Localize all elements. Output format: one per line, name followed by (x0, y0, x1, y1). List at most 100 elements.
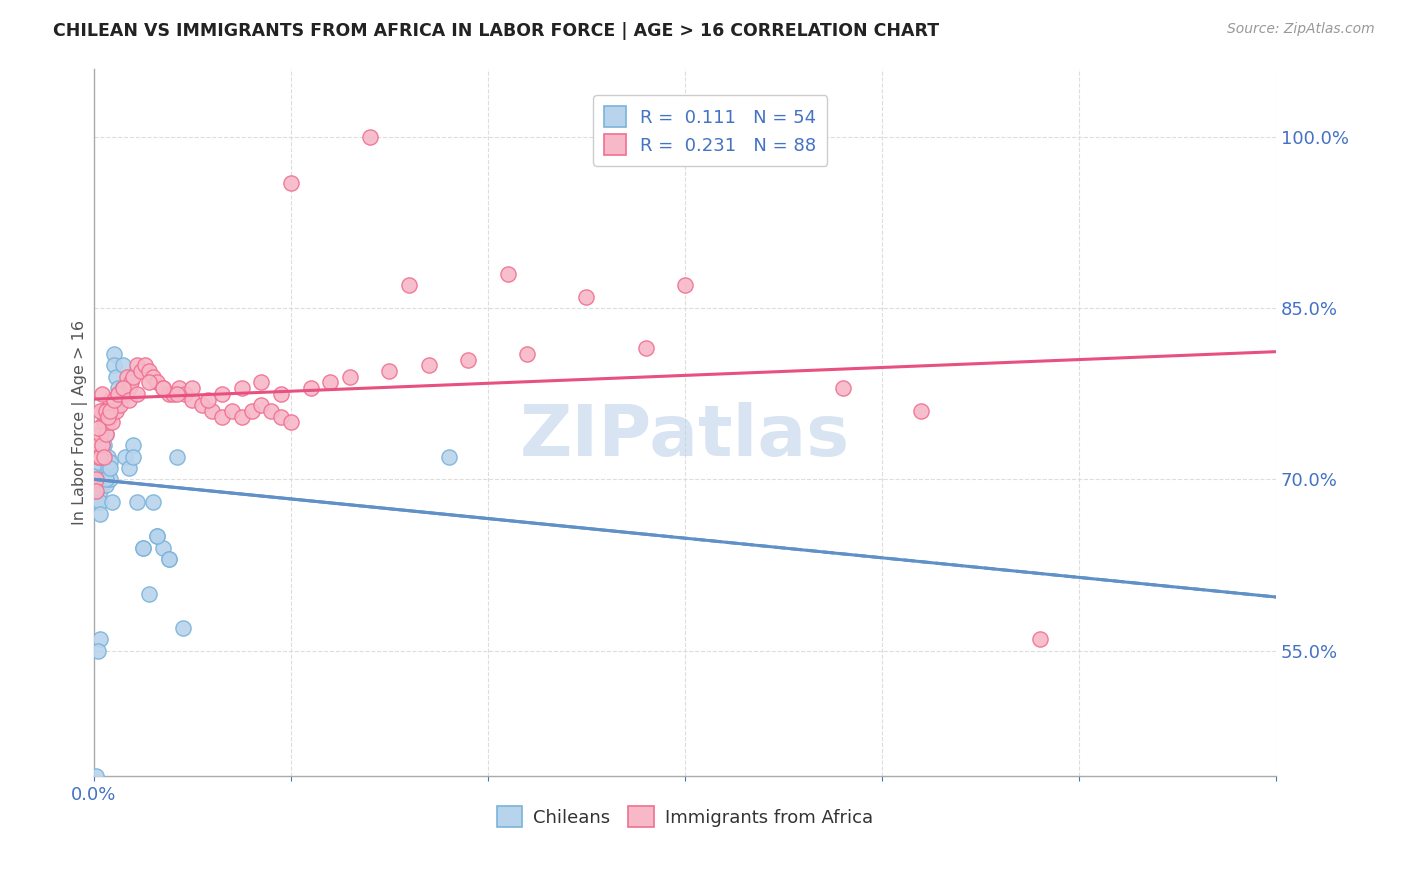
Point (89, 450, 111, 464)
Point (100, 415, 122, 429)
Point (191, 398, 214, 412)
Point (132, 541, 155, 555)
Point (94, 404, 117, 418)
Text: CHILEAN VS IMMIGRANTS FROM AFRICA IN LABOR FORCE | AGE > 16 CORRELATION CHART: CHILEAN VS IMMIGRANTS FROM AFRICA IN LAB… (53, 22, 939, 40)
Point (90, 450, 112, 464)
Point (134, 359, 156, 373)
Point (172, 621, 194, 635)
Point (831, 381, 853, 395)
Point (84, 450, 107, 464)
Point (97, 409, 120, 424)
Point (127, 495, 149, 509)
Point (94, 409, 117, 424)
Point (166, 386, 188, 401)
Point (166, 450, 188, 464)
Point (142, 369, 165, 384)
Point (457, 352, 479, 367)
Y-axis label: In Labor Force | Age > 16: In Labor Force | Age > 16 (72, 320, 89, 524)
Point (84, 472, 107, 486)
Point (93, 404, 115, 418)
Point (122, 450, 145, 464)
Point (118, 381, 141, 395)
Point (516, 347, 538, 361)
Point (118, 392, 141, 407)
Point (90, 478, 112, 492)
Point (89, 426, 111, 441)
Point (496, 267, 519, 281)
Point (270, 386, 292, 401)
Legend: Chileans, Immigrants from Africa: Chileans, Immigrants from Africa (489, 799, 880, 834)
Point (93, 415, 115, 429)
Point (97, 450, 120, 464)
Point (104, 369, 127, 384)
Point (152, 381, 174, 395)
Point (103, 392, 125, 407)
Point (112, 381, 135, 395)
Point (398, 278, 420, 293)
Point (90, 404, 112, 418)
Point (97, 404, 120, 418)
Point (84, 495, 107, 509)
Point (299, 381, 322, 395)
Point (90, 386, 112, 401)
Point (673, 278, 696, 293)
Point (84, 478, 107, 492)
Point (89, 495, 111, 509)
Point (157, 552, 180, 566)
Point (97, 461, 120, 475)
Point (127, 386, 149, 401)
Point (575, 290, 598, 304)
Point (280, 415, 302, 429)
Point (98, 404, 121, 418)
Point (359, 130, 381, 145)
Point (122, 438, 145, 452)
Point (132, 541, 155, 555)
Point (104, 404, 127, 418)
Point (114, 450, 136, 464)
Point (173, 386, 195, 401)
Point (97, 415, 120, 429)
Point (89, 472, 111, 486)
Point (108, 392, 131, 407)
Point (157, 386, 180, 401)
Point (142, 495, 165, 509)
Point (211, 386, 233, 401)
Point (112, 359, 135, 373)
Point (87, 421, 110, 435)
Point (94, 426, 117, 441)
Point (107, 386, 129, 401)
Point (90, 438, 112, 452)
Point (129, 364, 152, 378)
Point (89, 507, 111, 521)
Point (211, 409, 233, 424)
Text: ZIPatlas: ZIPatlas (520, 402, 851, 471)
Point (201, 404, 224, 418)
Point (167, 381, 190, 395)
Point (127, 359, 149, 373)
Point (250, 376, 273, 390)
Point (87, 438, 110, 452)
Point (240, 404, 263, 418)
Point (107, 381, 129, 395)
Point (138, 376, 160, 390)
Point (181, 392, 204, 407)
Point (103, 347, 125, 361)
Point (634, 341, 657, 355)
Point (157, 552, 180, 566)
Point (89, 632, 111, 647)
Point (112, 381, 135, 395)
Point (107, 392, 129, 407)
Point (146, 529, 169, 543)
Point (260, 404, 283, 418)
Point (84, 483, 107, 498)
Point (93, 404, 115, 418)
Point (94, 478, 117, 492)
Point (100, 495, 122, 509)
Point (103, 392, 125, 407)
Point (181, 381, 204, 395)
Point (117, 369, 139, 384)
Point (152, 541, 174, 555)
Point (87, 450, 110, 464)
Point (231, 409, 253, 424)
Point (138, 364, 160, 378)
